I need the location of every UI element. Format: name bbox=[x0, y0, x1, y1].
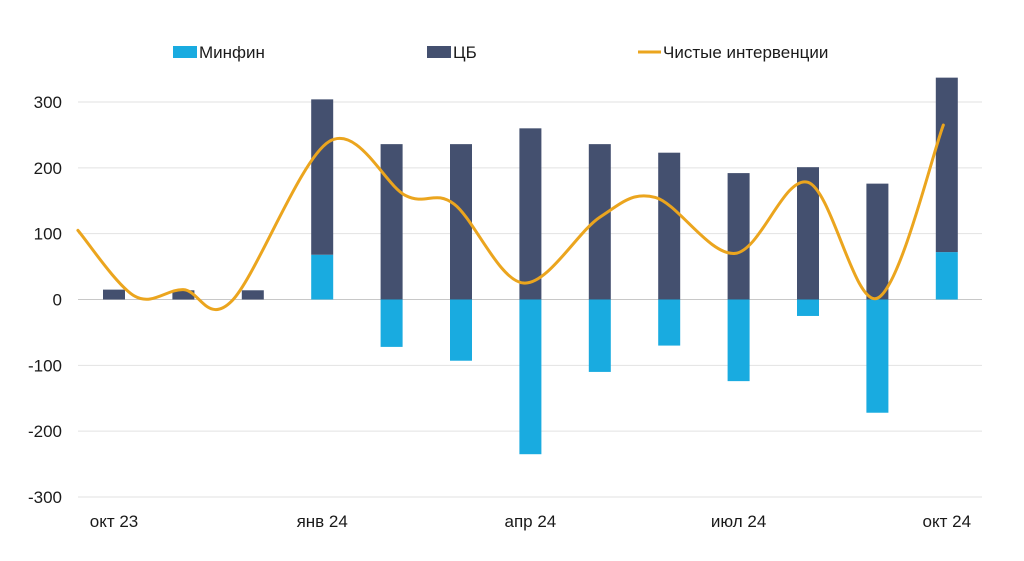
bar-cb-5 bbox=[450, 144, 472, 300]
bar-minfin-12 bbox=[935, 252, 958, 300]
bar-minfin-7 bbox=[588, 299, 611, 372]
bar-cb-12 bbox=[935, 77, 958, 253]
bar-cb-7 bbox=[588, 144, 611, 300]
legend-label-net: Чистые интервенции bbox=[663, 43, 828, 62]
x-tick-label: окт 24 bbox=[923, 512, 972, 531]
y-tick-label: 0 bbox=[53, 291, 62, 310]
legend: Минфин ЦБ Чистые интервенции bbox=[173, 43, 828, 62]
bar-cb-6 bbox=[519, 128, 542, 300]
bar-cb-1 bbox=[172, 290, 195, 300]
y-axis-ticks: 300 200 100 0 -100 -200 -300 bbox=[28, 93, 62, 507]
x-tick-label: июл 24 bbox=[711, 512, 766, 531]
bar-cb-8 bbox=[658, 152, 681, 300]
bar-minfin-10 bbox=[797, 299, 819, 316]
y-tick-label: 100 bbox=[34, 225, 62, 244]
bar-minfin-6 bbox=[519, 299, 542, 455]
legend-swatch-cb bbox=[427, 46, 451, 58]
x-tick-label: окт 23 bbox=[90, 512, 139, 531]
y-tick-label: -100 bbox=[28, 356, 62, 375]
bar-minfin-8 bbox=[658, 299, 681, 346]
bar-cb-9 bbox=[727, 173, 750, 300]
y-tick-label: -300 bbox=[28, 488, 62, 507]
bar-minfin-3 bbox=[311, 254, 334, 300]
legend-label-minfin: Минфин bbox=[199, 43, 265, 62]
y-tick-label: -200 bbox=[28, 422, 62, 441]
bar-cb-0 bbox=[103, 289, 125, 300]
legend-swatch-minfin bbox=[173, 46, 197, 58]
x-tick-label: янв 24 bbox=[297, 512, 348, 531]
net-line-group bbox=[76, 123, 945, 311]
bar-minfin-4 bbox=[380, 299, 403, 347]
bar-cb-11 bbox=[866, 183, 889, 300]
bars bbox=[103, 77, 958, 455]
bar-cb-10 bbox=[797, 167, 819, 300]
net-interventions-line bbox=[76, 123, 945, 311]
x-tick-label: апр 24 bbox=[505, 512, 557, 531]
legend-label-cb: ЦБ bbox=[453, 43, 477, 62]
bar-cb-3 bbox=[311, 99, 334, 255]
bar-cb-2 bbox=[241, 290, 264, 300]
y-tick-label: 300 bbox=[34, 93, 62, 112]
bar-minfin-11 bbox=[866, 299, 889, 413]
x-axis-ticks: окт 23 янв 24 апр 24 июл 24 окт 24 bbox=[90, 512, 971, 531]
bar-cb-4 bbox=[380, 144, 403, 300]
bar-minfin-5 bbox=[450, 299, 472, 361]
bar-minfin-9 bbox=[727, 299, 750, 382]
y-tick-label: 200 bbox=[34, 159, 62, 178]
